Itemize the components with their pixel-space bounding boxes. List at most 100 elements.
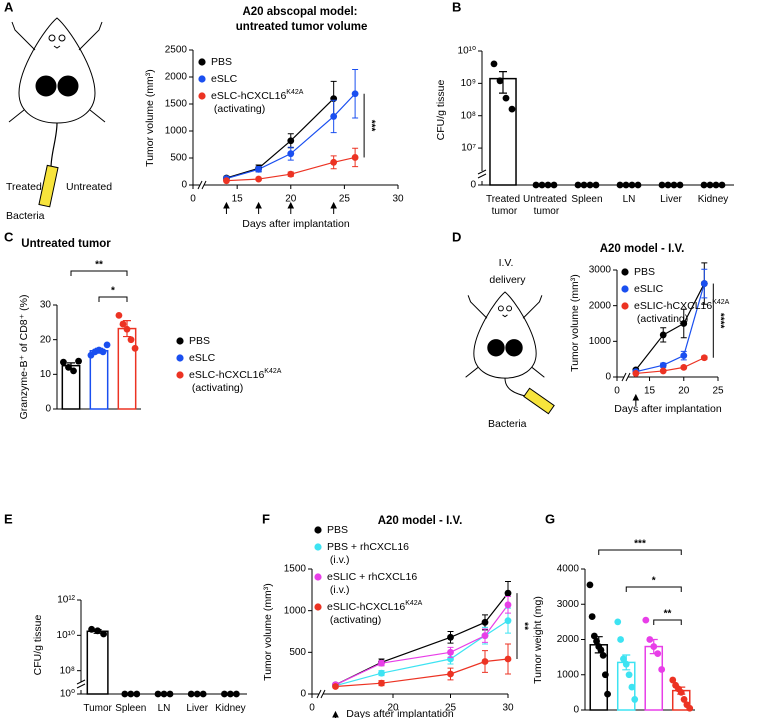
significance-label: *** (634, 539, 646, 550)
data-point (590, 632, 598, 640)
x-axis-label: Days after implantation (242, 218, 350, 230)
x-tick-label: 15 (232, 194, 244, 205)
data-point (574, 181, 582, 189)
axis-break (76, 683, 86, 689)
data-point (616, 181, 624, 189)
y-tick-label: 3000 (557, 599, 580, 610)
chart-title: A20 model - I.V. (378, 515, 463, 527)
data-point (712, 181, 720, 189)
x-tick-label: Liver (660, 194, 682, 205)
significance-label: **** (715, 313, 726, 329)
data-point (580, 181, 588, 189)
x-tick-label: Kidney (698, 194, 729, 205)
mouse-illustration (8, 17, 106, 169)
data-point (166, 690, 174, 698)
series-line (635, 283, 705, 371)
data-point (378, 679, 385, 687)
injection-arrow (632, 393, 640, 406)
data-point (588, 613, 596, 620)
data-point (632, 370, 640, 377)
axis-break (76, 679, 86, 685)
panel-label: E (4, 511, 13, 526)
bacteria-tube (38, 164, 59, 208)
y-tick-label: 10⁷ (461, 143, 476, 154)
x-tick-label: Spleen (571, 194, 602, 205)
data-point (586, 581, 594, 589)
y-tick-label: 10⁸ (461, 110, 476, 121)
y-tick-label: 500 (170, 153, 187, 164)
bar (89, 350, 109, 410)
data-point (504, 655, 512, 663)
y-axis-label: CFU/g tissue (435, 80, 447, 141)
panel-label: G (545, 511, 555, 526)
series-line (635, 357, 705, 375)
data-point (127, 690, 135, 698)
data-point (119, 320, 127, 328)
data-point (351, 154, 359, 161)
data-point (287, 170, 295, 178)
data-point (532, 181, 540, 189)
data-point (330, 113, 338, 120)
data-point (599, 651, 607, 659)
data-point (504, 601, 512, 609)
legend-label: PBS (327, 524, 348, 536)
y-tick-label: 10¹² (57, 595, 75, 606)
y-tick-label: 10⁸ (60, 665, 75, 676)
data-point (103, 341, 111, 349)
y-tick-label: 1500 (165, 99, 188, 110)
legend-marker (176, 354, 184, 362)
data-point (255, 175, 263, 183)
legend-label: eSLIC + rhCXCL16 (i.v.) (327, 571, 417, 596)
data-point (255, 165, 263, 173)
legend-marker (314, 573, 322, 581)
significance-bracket (598, 549, 682, 555)
y-tick-label: 30 (40, 300, 52, 311)
y-axis-label: Tumor volume (mm³) (569, 274, 581, 372)
illustration-label: Bacteria (488, 418, 527, 430)
x-tick-label: 15 (644, 386, 656, 397)
y-tick-label: 500 (289, 647, 306, 658)
data-point (676, 181, 684, 189)
legend-marker (621, 302, 629, 310)
data-point (199, 690, 207, 698)
legend-marker (314, 543, 322, 551)
data-point (351, 90, 359, 98)
data-point (233, 690, 240, 698)
chart-title: A20 model - I.V. (600, 243, 685, 255)
y-axis-label: Granzyme-B⁺ of CD8⁺ (%) (18, 295, 30, 420)
x-tick-label: Treated tumor (486, 194, 520, 217)
data-point (634, 181, 642, 189)
data-point (330, 158, 338, 166)
x-tick-label: Spleen (115, 703, 146, 714)
legend-label: PBS (634, 266, 655, 278)
data-point (504, 589, 512, 597)
legend-marker (198, 75, 206, 83)
illustration-label: Bacteria (6, 210, 45, 222)
data-point (628, 683, 636, 691)
data-point (597, 646, 605, 654)
y-tick-label: 0 (181, 180, 187, 191)
data-point (508, 105, 516, 113)
x-tick-label: 20 (678, 386, 690, 397)
legend-label: eSLC (211, 73, 238, 85)
data-point (601, 671, 609, 679)
y-tick-label: 20 (40, 334, 52, 345)
axis-break (316, 689, 322, 699)
data-point (544, 181, 552, 189)
chart-title: A20 abscopal model: untreated tumor volu… (233, 6, 368, 33)
error-bar (649, 638, 658, 655)
data-point (287, 150, 295, 158)
data-point (133, 690, 141, 698)
panel-label: F (262, 511, 270, 526)
panel-label: A (4, 0, 14, 14)
data-point (617, 636, 624, 643)
legend-marker (314, 526, 322, 534)
data-point (538, 181, 546, 189)
axis-break (625, 372, 631, 382)
data-point (287, 137, 295, 145)
series-line (335, 620, 509, 687)
injection-arrow (287, 201, 295, 214)
x-tick-label: LN (158, 703, 171, 714)
injection-arrow (223, 201, 230, 214)
data-point (659, 361, 667, 369)
